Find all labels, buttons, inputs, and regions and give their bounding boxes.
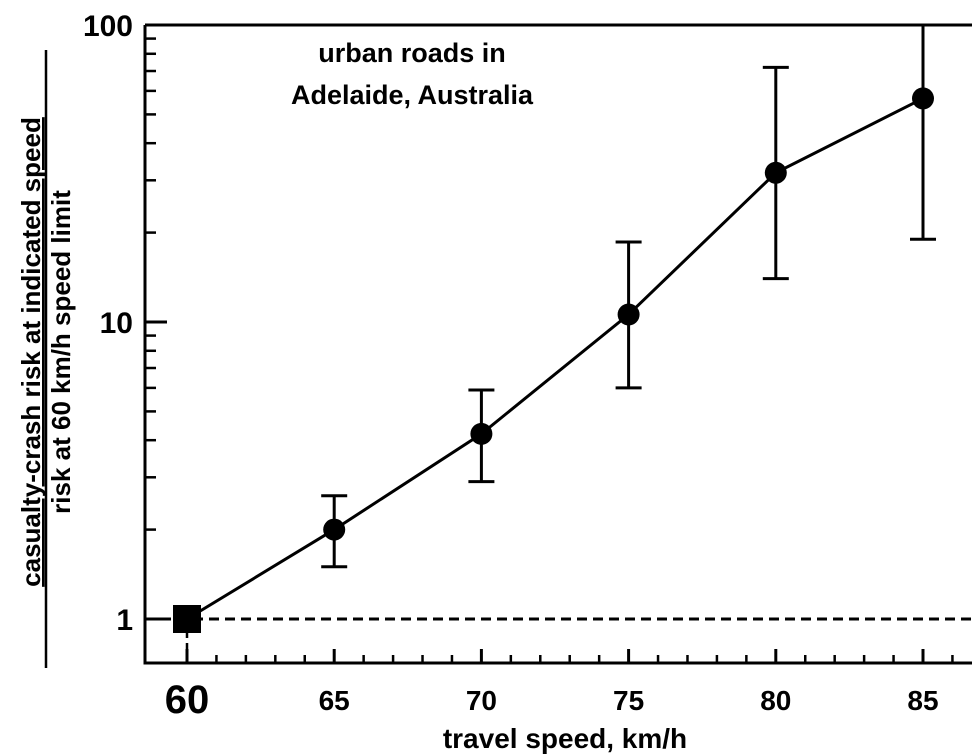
x-tick-label-80: 80 bbox=[760, 685, 791, 716]
data-point-65 bbox=[323, 518, 346, 541]
y-axis-label-denominator: risk at 60 km/h speed limit bbox=[46, 190, 76, 514]
series-group bbox=[173, 23, 936, 633]
chart-title: urban roads in Adelaide, Australia bbox=[291, 38, 534, 110]
y-tick-label-1: 1 bbox=[116, 604, 133, 637]
x-tick-label-65: 65 bbox=[319, 685, 350, 716]
y-axis-label: casualty-crash risk at indicated speed r… bbox=[16, 117, 76, 587]
x-tick-label-75: 75 bbox=[613, 685, 644, 716]
data-point-85 bbox=[912, 87, 934, 110]
plot-frame bbox=[143, 23, 972, 665]
y-tick-label-100: 100 bbox=[83, 10, 133, 43]
x-tick-label-60: 60 bbox=[165, 678, 210, 722]
title-line-2: Adelaide, Australia bbox=[291, 80, 534, 110]
reference-line-group bbox=[145, 617, 972, 663]
series-line-0 bbox=[186, 97, 924, 621]
x-tick-label-70: 70 bbox=[466, 685, 497, 716]
y-axis-label-numerator: casualty-crash risk at indicated speed bbox=[16, 117, 46, 587]
x-tick-label-85: 85 bbox=[907, 685, 938, 716]
data-point-square-60 bbox=[173, 605, 201, 633]
data-point-80 bbox=[764, 161, 787, 184]
y-tick-label-10: 10 bbox=[100, 307, 133, 340]
x-axis-label: travel speed, km/h bbox=[443, 723, 687, 754]
axis-frame-left-bottom bbox=[143, 25, 972, 665]
data-point-75 bbox=[617, 303, 640, 326]
data-point-70 bbox=[470, 422, 493, 445]
y-axis-ticks: 1 10 100 bbox=[83, 10, 167, 637]
x-axis-ticks: 60 65 70 75 80 85 bbox=[165, 649, 954, 722]
title-line-1: urban roads in bbox=[318, 38, 506, 68]
